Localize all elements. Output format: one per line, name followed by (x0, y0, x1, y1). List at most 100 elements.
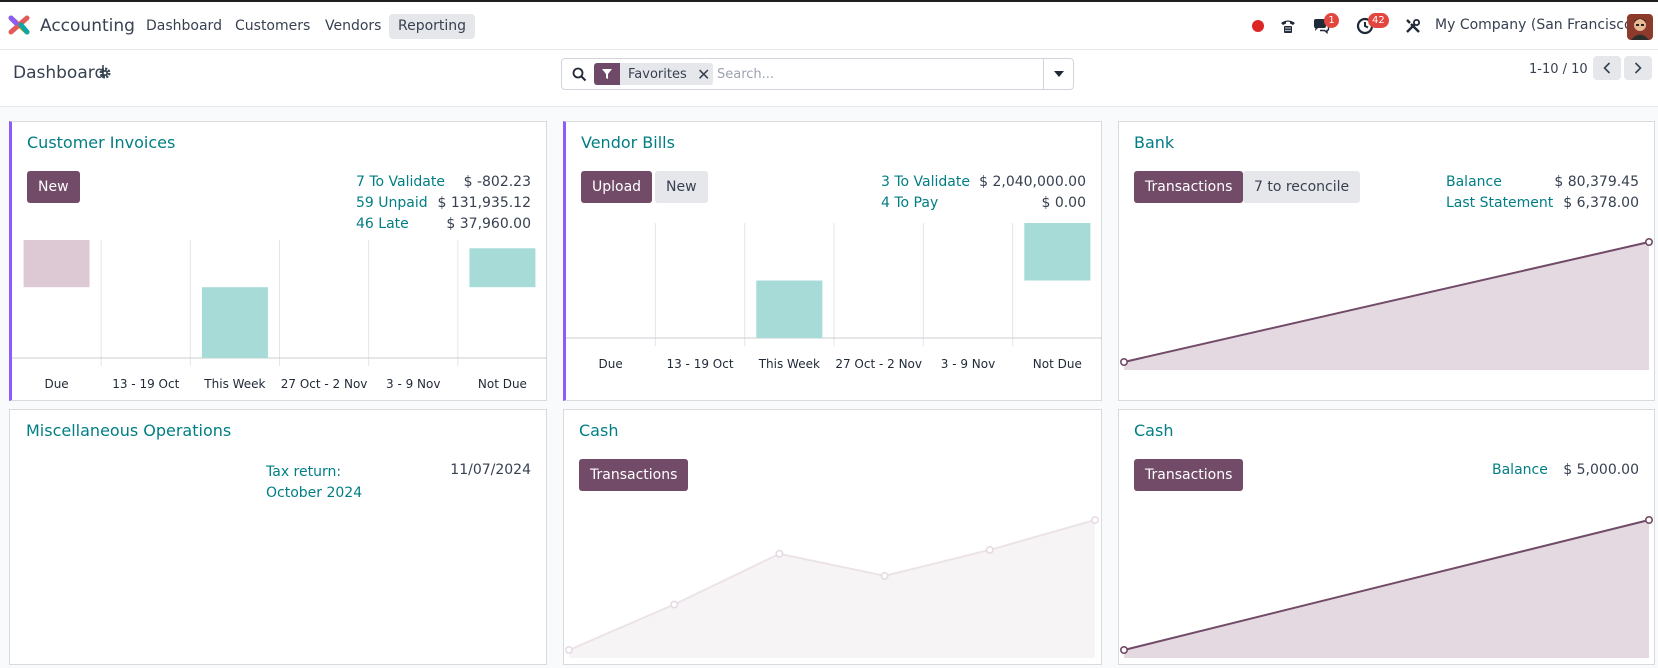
app-name[interactable]: Accounting (40, 16, 135, 36)
balance-amount: $ 80,379.45 (1554, 174, 1639, 190)
tick-label-27-oct-2-nov: 27 Oct - 2 Nov (281, 377, 368, 391)
cash-card: Cash Transactions (563, 409, 1102, 665)
unpaid-link[interactable]: 59 Unpaid (356, 195, 428, 211)
cash-balance-chart[interactable] (564, 510, 1100, 660)
cash-balance-chart-2[interactable] (1119, 510, 1654, 660)
avatar[interactable] (1627, 14, 1653, 40)
upload-bill-button[interactable]: Upload (581, 171, 653, 203)
data-point-0 (564, 646, 574, 655)
bar-due (23, 240, 90, 288)
last-statement-link[interactable]: Last Statement (1446, 195, 1554, 211)
balance-amount: $ 5,000.00 (1563, 462, 1639, 478)
vendor-bills-chart[interactable]: Due 13 - 19 Oct This Week 27 Oct - 2 Nov 3 -… (566, 223, 1102, 378)
data-point-3 (880, 571, 889, 580)
unpaid-amount: $ 131,935.12 (437, 195, 531, 211)
balance-link[interactable]: Balance (1446, 174, 1502, 190)
phone-icon[interactable] (1278, 16, 1298, 36)
search-bar: Favorites ✕ (561, 58, 1074, 90)
bank-card: Bank Transactions 7 to reconcile Balance… (1118, 121, 1655, 401)
to-validate-link[interactable]: 7 To Validate (356, 174, 445, 190)
late-link[interactable]: 46 Late (356, 216, 409, 232)
tick-label-13-19-oct: 13 - 19 Oct (666, 357, 733, 371)
tick-label-due: Due (599, 357, 623, 371)
new-invoice-button[interactable]: New (27, 171, 80, 203)
tick-label-13-19-oct: 13 - 19 Oct (112, 377, 179, 391)
reconcile-button[interactable]: 7 to reconcile (1243, 171, 1361, 203)
tick-label-27-oct-2-nov: 27 Oct - 2 Nov (835, 357, 922, 371)
area-fill (1124, 520, 1649, 658)
transactions-button[interactable]: Transactions (579, 459, 689, 491)
series-line (1123, 519, 1650, 651)
tax-return-date: 11/07/2024 (450, 462, 531, 478)
card-title[interactable]: Vendor Bills (581, 133, 675, 152)
tick-label-not-due: Not Due (1033, 357, 1082, 371)
data-point-0 (1119, 646, 1129, 655)
tick-label-due: Due (44, 377, 68, 391)
to-validate-link[interactable]: 3 To Validate (881, 174, 970, 190)
vendor-bills-card: Vendor Bills Upload New 3 To Validate $ … (563, 121, 1102, 401)
card-title[interactable]: Cash (1134, 421, 1174, 440)
tools-icon[interactable] (1403, 16, 1423, 36)
gear-icon[interactable] (98, 66, 112, 80)
app-logo-icon[interactable] (8, 14, 30, 36)
search-icon[interactable] (572, 67, 587, 82)
to-pay-link[interactable]: 4 To Pay (881, 195, 939, 211)
pager-previous-button[interactable] (1593, 56, 1621, 80)
menu-reporting[interactable]: Reporting (389, 14, 476, 39)
caret-down-icon (1053, 71, 1064, 77)
to-pay-amount: $ 0.00 (1041, 195, 1086, 211)
menu-dashboard[interactable]: Dashboard (146, 18, 222, 34)
tax-return-link[interactable]: Tax return: October 2024 (266, 464, 363, 501)
data-point-0 (1119, 358, 1129, 367)
last-statement-amount: $ 6,378.00 (1563, 195, 1639, 211)
search-options-toggle[interactable] (1043, 59, 1073, 89)
area-fill (569, 520, 1095, 658)
customer-invoices-chart[interactable]: Due 13 - 19 Oct This Week 27 Oct - 2 Nov 3 -… (12, 240, 547, 398)
series-line (568, 519, 1096, 651)
search-input[interactable] (717, 64, 1027, 84)
late-amount: $ 37,960.00 (446, 216, 531, 232)
bar-not-due (469, 248, 536, 288)
data-point-1 (1644, 238, 1653, 247)
pager-value[interactable]: 1-10 / 10 (1529, 62, 1588, 77)
activity-badge: 42 (1368, 13, 1389, 28)
card-title[interactable]: Bank (1134, 133, 1175, 152)
chevron-right-icon (1634, 62, 1642, 74)
balance-link[interactable]: Balance (1492, 462, 1548, 478)
menu-vendors[interactable]: Vendors (325, 18, 382, 34)
data-point-2 (775, 549, 784, 558)
to-validate-amount: $ -802.23 (463, 174, 531, 190)
bank-balance-chart[interactable] (1119, 232, 1654, 372)
card-title[interactable]: Miscellaneous Operations (26, 421, 232, 440)
search-facet: Favorites ✕ (594, 63, 713, 85)
new-bill-button[interactable]: New (655, 171, 708, 203)
record-dot-icon[interactable] (1248, 16, 1268, 36)
bar-not-due (1024, 223, 1091, 281)
data-point-1 (670, 600, 679, 609)
bar-this-week (201, 287, 268, 358)
chevron-left-icon (1603, 62, 1611, 74)
series-line (1123, 241, 1650, 363)
card-title[interactable]: Customer Invoices (27, 133, 176, 152)
transactions-button[interactable]: Transactions (1134, 459, 1244, 491)
top-navbar: Accounting Dashboard Customers Vendors R… (0, 2, 1658, 50)
menu-customers[interactable]: Customers (235, 18, 311, 34)
misc-operations-card: Miscellaneous Operations Tax return: Oct… (9, 409, 547, 665)
filter-icon (594, 63, 620, 85)
tick-label-not-due: Not Due (478, 377, 527, 391)
cash-card-2: Cash Transactions Balance $ 5,000.00 (1118, 409, 1655, 665)
to-validate-amount: $ 2,040,000.00 (979, 174, 1086, 190)
data-point-1 (1644, 516, 1653, 525)
facet-remove-icon[interactable]: ✕ (697, 64, 711, 84)
card-title[interactable]: Cash (579, 421, 619, 440)
page-title: Dashboard (13, 63, 106, 83)
chat-badge: 1 (1324, 13, 1339, 28)
tick-label-this-week: This Week (203, 377, 265, 391)
customer-invoices-card: Customer Invoices New 7 To Validate $ -8… (9, 121, 547, 401)
pager-next-button[interactable] (1624, 56, 1652, 80)
control-panel: Dashboard Favorites ✕ 1-10 / 10 (0, 50, 1658, 107)
tick-label-this-week: This Week (758, 357, 820, 371)
data-point-5 (1090, 516, 1099, 525)
transactions-button[interactable]: Transactions (1134, 171, 1244, 203)
company-switcher[interactable]: My Company (San Francisco) (1435, 17, 1638, 33)
